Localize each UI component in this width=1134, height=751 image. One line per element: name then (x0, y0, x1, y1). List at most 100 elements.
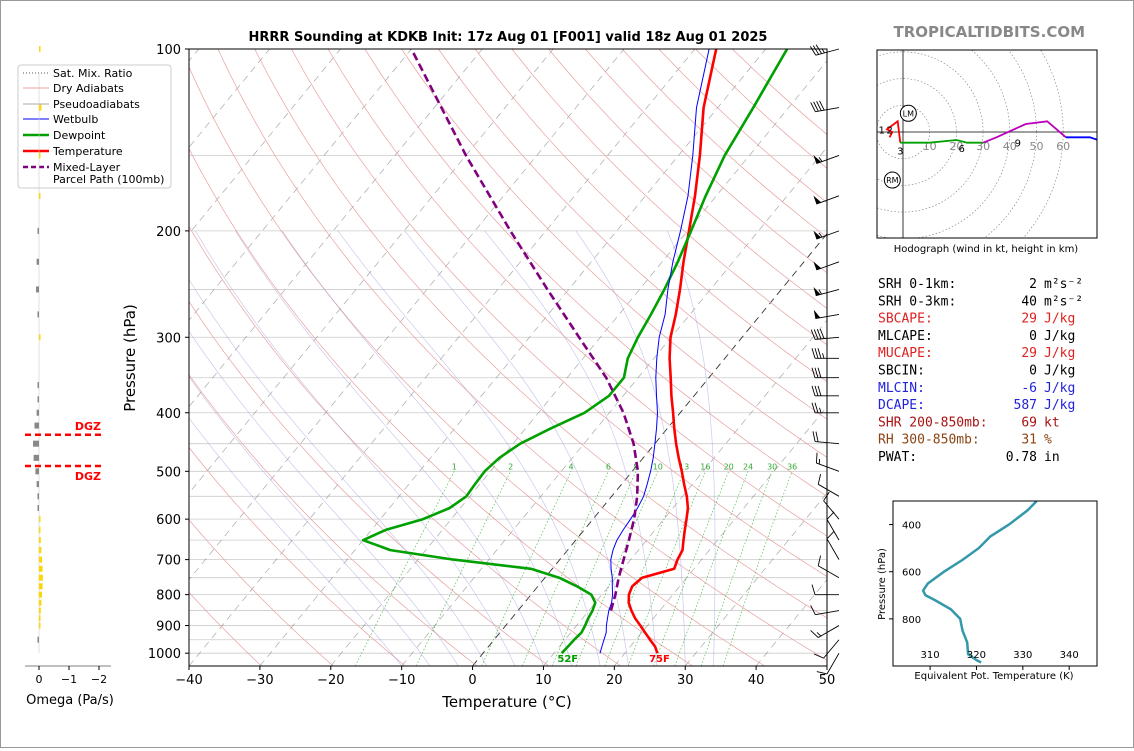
param-value: -6 (1021, 381, 1037, 396)
omega-bar (39, 152, 41, 158)
dewpoint-line (363, 49, 787, 653)
omega-bar (39, 334, 41, 340)
wind-barb-staff (824, 640, 839, 658)
param-value: 0 (1029, 364, 1037, 379)
site-watermark: TROPICALTIDBITS.COM (894, 23, 1086, 41)
param-unit: m²s⁻² (1044, 277, 1083, 292)
theta-e-x-tick-label: 320 (967, 650, 986, 661)
omega-bar (39, 592, 42, 598)
x-tick-label: −40 (175, 673, 202, 688)
y-tick-label: 1000 (148, 647, 181, 662)
param-label: DCAPE: (878, 398, 925, 413)
mixing-ratio-label: 24 (743, 462, 753, 471)
wind-barb (812, 368, 839, 378)
omega-tick-label: 0 (36, 673, 43, 686)
param-label: SRH 0-1km: (878, 277, 956, 292)
wind-barb-flag (815, 386, 818, 396)
mixing-ratio-line (723, 471, 792, 666)
wind-barb-flag (815, 348, 818, 358)
legend-label: Wetbulb (53, 113, 98, 126)
wind-barb-flag (814, 654, 824, 658)
param-value: 69 (1021, 415, 1037, 430)
wind-barb (811, 329, 839, 339)
hodograph-caption: Hodograph (wind in kt, height in km) (894, 244, 1079, 255)
wind-barb-staff (818, 484, 839, 496)
hodograph-height-label: 2 (886, 125, 892, 136)
mixing-ratio-label: 2 (508, 462, 513, 471)
pseudoadiabat (338, 231, 600, 666)
param-value: 0 (1029, 329, 1037, 344)
param-row: SRH 0-1km: 2 m²s⁻² (878, 277, 1083, 292)
mixing-ratio-line (355, 471, 454, 666)
omega-bar (39, 583, 43, 589)
param-unit: J/kg (1044, 364, 1075, 379)
theta-e-y-tick-label: 600 (902, 568, 921, 579)
hodograph-height-label: 9 (1015, 139, 1021, 150)
omega-bar (38, 382, 40, 388)
skewt-xlabel: Temperature (°C) (441, 693, 571, 711)
wind-barb-flag (818, 474, 820, 484)
x-tick-label: 10 (535, 673, 552, 688)
mixing-ratio-label: 16 (700, 462, 710, 471)
param-label: MLCAPE: (878, 329, 933, 344)
rm-marker-label: RM (886, 176, 899, 185)
omega-bar (39, 46, 41, 52)
wind-barb-flag (811, 630, 819, 637)
param-unit: J/kg (1044, 329, 1075, 344)
theta-e-frame (893, 501, 1097, 666)
wind-barb-flag (813, 431, 815, 441)
hodograph-ring-label: 60 (1056, 140, 1070, 153)
wind-barb (811, 101, 839, 112)
mixing-ratio-label: 36 (787, 462, 797, 471)
skewt-frame (189, 49, 827, 666)
pseudoadiabat (667, 231, 715, 666)
pseudoadiabat (77, 231, 402, 666)
param-value: 2 (1029, 277, 1037, 292)
wind-barb-flag (818, 386, 821, 396)
y-tick-label: 400 (156, 407, 181, 422)
omega-bar (38, 493, 40, 499)
param-unit: in (1044, 450, 1060, 465)
hodograph-trace (900, 140, 983, 143)
wind-barb-staff (816, 463, 839, 471)
y-tick-label: 100 (156, 43, 181, 58)
mixing-ratio-label: 30 (767, 462, 777, 471)
omega-bar (38, 228, 40, 234)
y-tick-label: 800 (156, 589, 181, 604)
param-label: SRH 0-3km: (878, 294, 956, 309)
x-tick-label: 20 (606, 673, 623, 688)
param-value: 29 (1021, 346, 1037, 361)
x-tick-label: −20 (317, 673, 344, 688)
param-value: 0.78 (1006, 450, 1037, 465)
omega-bar (39, 623, 41, 629)
param-value: 31 (1021, 433, 1037, 448)
wind-barb-flag (816, 432, 818, 442)
x-tick-label: 0 (468, 673, 476, 688)
mixing-ratio-line (522, 471, 608, 666)
wind-barb-flag (818, 348, 821, 358)
wind-barb (816, 453, 839, 472)
theta-e-plot (923, 501, 1037, 663)
wind-barb (818, 556, 839, 578)
param-unit: J/kg (1044, 312, 1075, 327)
legend-label: Temperature (52, 145, 123, 158)
theta-e-x-tick-label: 330 (1013, 650, 1032, 661)
hodograph-height-label: 6 (959, 144, 965, 155)
wind-barb-flag (812, 386, 815, 396)
omega-bar (39, 575, 43, 581)
wind-barb (813, 431, 839, 443)
mixing-ratio-label: 20 (724, 462, 734, 471)
dry-adiabat (255, 49, 909, 666)
hodograph-ring-label: 50 (1030, 140, 1044, 153)
y-tick-label: 700 (156, 554, 181, 569)
pseudoadiabat (282, 231, 572, 666)
pseudoadiabat (102, 231, 430, 666)
omega-bar (39, 193, 41, 199)
mixing-ratio-label: 1 (452, 462, 457, 471)
